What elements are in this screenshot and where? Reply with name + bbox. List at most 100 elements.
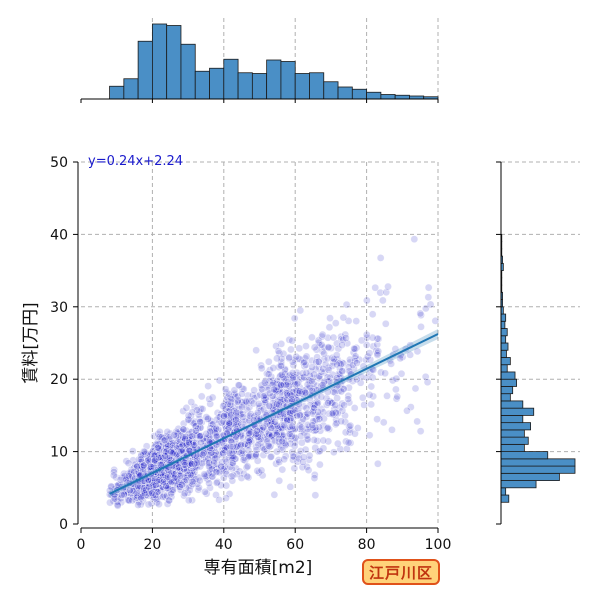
scatter-point — [331, 401, 340, 409]
scatter-point — [224, 425, 232, 433]
x-hist-bar — [351, 88, 368, 100]
scatter-point — [199, 449, 208, 458]
scatter-point — [250, 452, 259, 461]
scatter-point — [373, 334, 382, 343]
scatter-point — [167, 492, 176, 501]
scatter-point — [302, 342, 310, 350]
scatter-point — [223, 393, 232, 402]
scatter-point — [297, 374, 306, 383]
scatter-point — [243, 472, 252, 481]
scatter-point — [416, 309, 425, 318]
scatter-point — [257, 364, 266, 373]
scatter-point — [179, 425, 188, 434]
scatter-point — [310, 343, 319, 352]
scatter-point — [273, 354, 281, 363]
scatter-point — [317, 341, 326, 349]
scatter-point — [267, 452, 276, 461]
scatter-point — [344, 392, 353, 400]
scatter-point — [325, 425, 333, 433]
scatter-point — [234, 396, 242, 405]
scatter-point — [302, 352, 311, 361]
scatter-point — [338, 367, 346, 376]
scatter-point — [324, 423, 332, 432]
scatter-point — [288, 336, 297, 345]
x-hist-bar — [223, 58, 239, 100]
x-hist-bar — [380, 94, 396, 100]
scatter-point — [287, 345, 295, 354]
scatter-point — [219, 449, 227, 458]
scatter-point — [307, 377, 316, 386]
y-hist-bar — [500, 386, 514, 395]
scatter-point — [295, 387, 304, 396]
scatter-point — [324, 343, 333, 351]
scatter-point — [393, 392, 402, 401]
scatter-point — [308, 421, 317, 429]
scatter-point — [210, 458, 218, 467]
x-hist-bar — [366, 91, 382, 100]
scatter-point — [116, 476, 125, 484]
scatter-point — [220, 412, 228, 421]
y-hist-bar — [500, 371, 516, 380]
scatter-point — [342, 334, 350, 342]
scatter-point — [168, 449, 177, 458]
scatter-point — [202, 430, 211, 438]
scatter-point — [215, 496, 223, 504]
y-hist-bar — [500, 465, 576, 474]
scatter-point — [257, 466, 266, 475]
scatter-point — [290, 464, 299, 473]
scatter-point — [196, 476, 204, 485]
scatter-point — [241, 397, 250, 405]
x-hist-bar — [109, 85, 125, 100]
scatter-point — [133, 462, 141, 471]
scatter-point — [208, 393, 217, 402]
scatter-point — [189, 471, 198, 480]
scatter-point — [310, 471, 319, 479]
scatter-point — [340, 401, 348, 410]
scatter-point — [324, 366, 333, 374]
y-hist-bar — [500, 422, 532, 431]
x-hist-bar — [251, 73, 268, 100]
scatter-point — [324, 399, 332, 407]
scatter-point — [314, 408, 323, 416]
scatter-point — [381, 369, 389, 378]
scatter-point — [136, 455, 145, 464]
scatter-point — [250, 386, 258, 395]
scatter-point — [125, 496, 134, 505]
scatter-point — [252, 446, 261, 454]
scatter-point — [290, 442, 299, 450]
scatter-point — [392, 374, 401, 383]
y-tick-label: 10 — [50, 445, 68, 461]
scatter-point — [310, 436, 318, 444]
scatter-point — [373, 351, 382, 359]
scatter-point — [113, 501, 122, 510]
scatter-point — [424, 293, 433, 302]
scatter-point — [423, 378, 432, 386]
scatter-point — [266, 453, 275, 461]
scatter-point — [363, 296, 371, 305]
y-hist-bar — [500, 487, 507, 496]
x-hist-bar — [180, 43, 196, 100]
scatter-point — [232, 408, 241, 417]
y-hist-bar — [500, 378, 517, 387]
x-hist-bar — [309, 72, 325, 100]
scatter-point — [267, 393, 276, 402]
scatter-point — [277, 370, 286, 379]
scatter-point — [155, 475, 164, 484]
scatter-point — [144, 500, 153, 509]
scatter-point — [346, 421, 355, 430]
scatter-point — [201, 488, 209, 496]
scatter-point — [338, 341, 346, 349]
scatter-point — [212, 432, 221, 441]
x-tick-label: 80 — [358, 537, 376, 553]
scatter-point — [308, 333, 316, 342]
scatter-point — [330, 448, 338, 456]
y-hist-bar — [500, 393, 511, 402]
scatter-point — [140, 489, 149, 498]
y-hist-bar — [500, 480, 537, 489]
scatter-point — [314, 399, 322, 407]
scatter-point — [188, 477, 197, 486]
x-hist-bar — [166, 25, 182, 100]
scatter-point — [222, 494, 230, 502]
scatter-point — [320, 414, 328, 423]
scatter-point — [384, 282, 392, 291]
